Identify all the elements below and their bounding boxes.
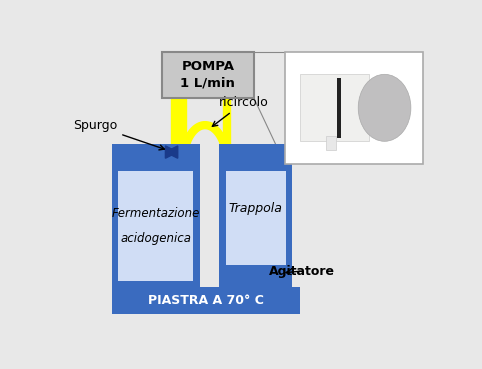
Bar [300,74,370,141]
Bar [337,77,340,138]
Bar [111,163,200,288]
Text: 1 L/min: 1 L/min [180,77,235,90]
Bar [226,170,285,265]
Text: POMPA: POMPA [181,60,234,73]
Bar [285,52,423,163]
Text: PIASTRA A 70° C: PIASTRA A 70° C [148,294,264,307]
Text: ricircolo: ricircolo [213,96,268,126]
Text: Trappola: Trappola [229,202,283,215]
Polygon shape [165,146,178,158]
Bar [119,170,193,282]
Bar [326,136,335,149]
Bar [161,52,254,98]
Text: Agitatore: Agitatore [269,265,335,277]
Text: Spurgo: Spurgo [73,119,164,150]
Bar [111,287,300,314]
Polygon shape [165,146,178,158]
Bar [111,144,200,163]
Ellipse shape [358,74,411,141]
Bar [219,163,293,288]
Text: Fermentazione
acidogenica: Fermentazione acidogenica [112,207,200,245]
Bar [219,144,293,163]
Bar [226,267,285,279]
